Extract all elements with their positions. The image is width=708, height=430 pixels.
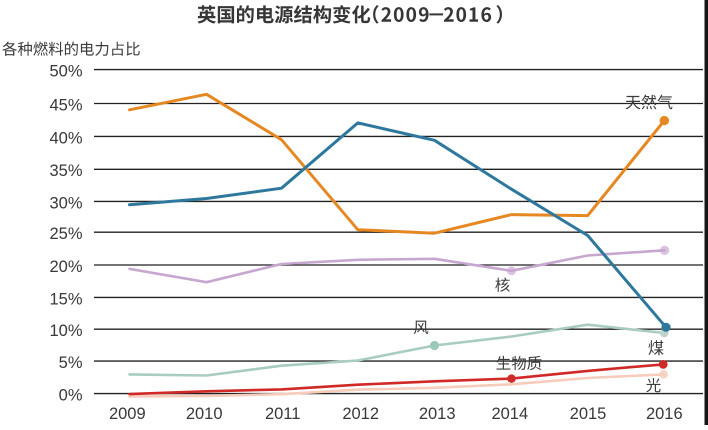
- svg-text:35%: 35%: [49, 162, 82, 180]
- svg-text:2009: 2009: [109, 405, 146, 423]
- svg-text:10%: 10%: [49, 322, 82, 340]
- svg-text:2011: 2011: [265, 405, 300, 423]
- svg-text:25%: 25%: [49, 225, 82, 243]
- svg-text:2016: 2016: [646, 405, 683, 423]
- svg-text:45%: 45%: [49, 96, 82, 114]
- svg-text:15%: 15%: [49, 290, 82, 308]
- svg-text:20%: 20%: [49, 258, 82, 276]
- svg-text:2010: 2010: [186, 405, 223, 423]
- svg-text:2013: 2013: [419, 405, 456, 423]
- svg-text:0%: 0%: [59, 387, 83, 405]
- svg-text:50%: 50%: [49, 63, 82, 81]
- svg-text:2012: 2012: [342, 405, 379, 423]
- svg-text:2015: 2015: [570, 405, 607, 423]
- svg-text:30%: 30%: [49, 194, 82, 212]
- svg-text:40%: 40%: [49, 129, 82, 147]
- svg-text:2014: 2014: [491, 405, 528, 423]
- svg-text:5%: 5%: [59, 354, 83, 372]
